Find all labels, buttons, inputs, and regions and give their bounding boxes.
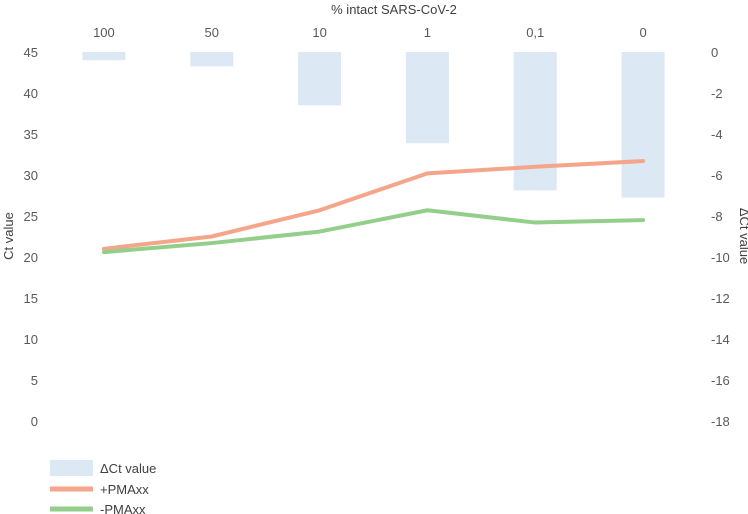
x-axis-title: % intact SARS-CoV-2 bbox=[331, 2, 457, 17]
legend: ΔCt value +PMAxx -PMAxx bbox=[50, 460, 156, 514]
category-label-3: 1 bbox=[424, 25, 431, 40]
right-tick-6: -12 bbox=[711, 291, 730, 306]
bar-0 bbox=[82, 52, 126, 61]
left-tick-1: 5 bbox=[31, 373, 38, 388]
bars-group bbox=[82, 52, 665, 198]
left-tick-8: 40 bbox=[24, 86, 38, 101]
category-label-1: 50 bbox=[205, 25, 219, 40]
legend-swatch-0 bbox=[50, 460, 93, 476]
lines-group bbox=[101, 159, 646, 255]
right-axis-ticks: 0 -2 -4 -6 -8 -10 -12 -14 -16 -18 bbox=[711, 45, 730, 429]
bar-3 bbox=[405, 52, 449, 144]
right-axis-title: ΔCt value bbox=[737, 208, 748, 264]
left-axis-ticks: 0 5 10 15 20 25 30 35 40 45 bbox=[24, 45, 38, 429]
right-tick-0: 0 bbox=[711, 45, 718, 60]
category-label-5: 0 bbox=[639, 25, 646, 40]
left-tick-3: 15 bbox=[24, 291, 38, 306]
right-tick-1: -2 bbox=[711, 86, 723, 101]
left-tick-0: 0 bbox=[31, 414, 38, 429]
right-tick-7: -14 bbox=[711, 332, 730, 347]
legend-label-1: +PMAxx bbox=[100, 482, 149, 497]
left-tick-5: 25 bbox=[24, 209, 38, 224]
right-tick-9: -18 bbox=[711, 414, 730, 429]
bar-2 bbox=[298, 52, 342, 106]
category-ticks: 100 50 10 1 0,1 0 bbox=[93, 25, 647, 40]
legend-label-0: ΔCt value bbox=[100, 461, 156, 476]
bar-5 bbox=[621, 52, 665, 198]
bar-1 bbox=[190, 52, 234, 67]
left-tick-2: 10 bbox=[24, 332, 38, 347]
left-tick-9: 45 bbox=[24, 45, 38, 60]
legend-label-2: -PMAxx bbox=[100, 502, 146, 514]
category-label-0: 100 bbox=[93, 25, 115, 40]
series-line-0 bbox=[101, 159, 646, 251]
series-line-1 bbox=[101, 208, 646, 255]
left-tick-6: 30 bbox=[24, 168, 38, 183]
right-tick-8: -16 bbox=[711, 373, 730, 388]
category-label-2: 10 bbox=[312, 25, 326, 40]
right-tick-2: -4 bbox=[711, 127, 723, 142]
right-tick-4: -8 bbox=[711, 209, 723, 224]
left-tick-7: 35 bbox=[24, 127, 38, 142]
right-tick-3: -6 bbox=[711, 168, 723, 183]
left-axis-title: Ct value bbox=[1, 212, 16, 260]
category-label-4: 0,1 bbox=[526, 25, 544, 40]
left-tick-4: 20 bbox=[24, 250, 38, 265]
right-tick-5: -10 bbox=[711, 250, 730, 265]
